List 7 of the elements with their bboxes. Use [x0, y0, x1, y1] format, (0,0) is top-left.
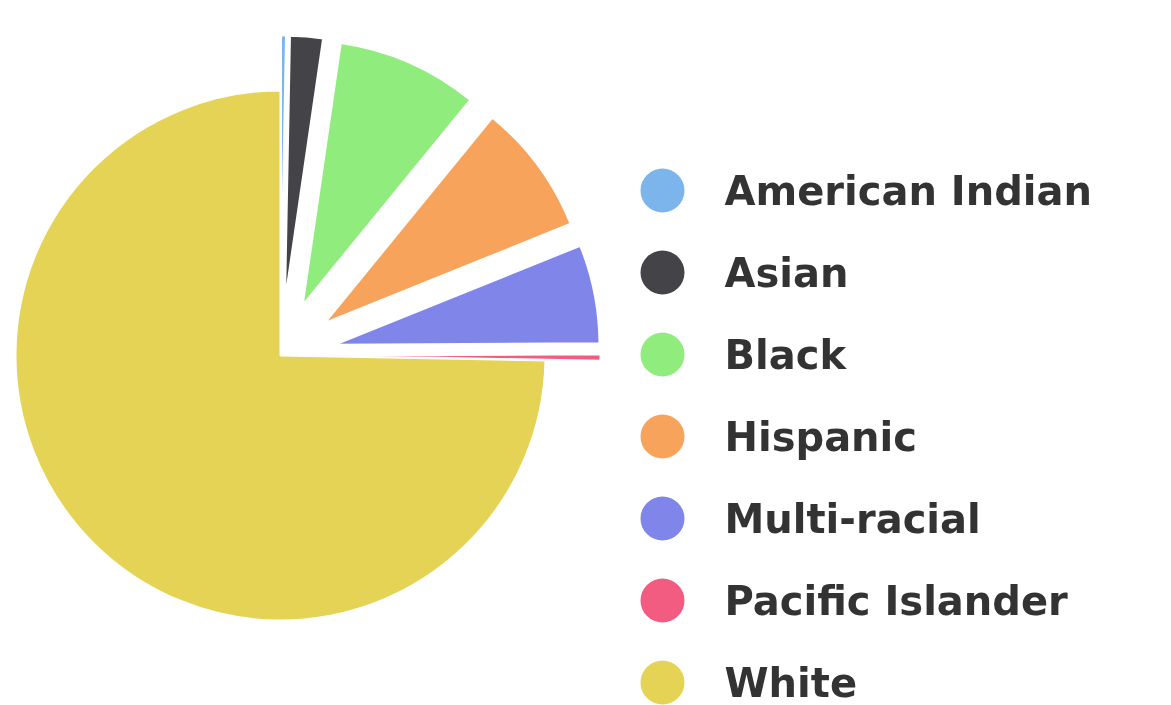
legend-label: Multi-racial: [724, 495, 981, 542]
legend-label: Asian: [724, 249, 849, 296]
legend-label: Pacific Islander: [724, 577, 1069, 624]
legend-label: White: [724, 659, 858, 705]
legend-label: Hispanic: [724, 413, 918, 460]
legend-label: Black: [724, 331, 848, 378]
legend-label: American Indian: [724, 167, 1092, 214]
